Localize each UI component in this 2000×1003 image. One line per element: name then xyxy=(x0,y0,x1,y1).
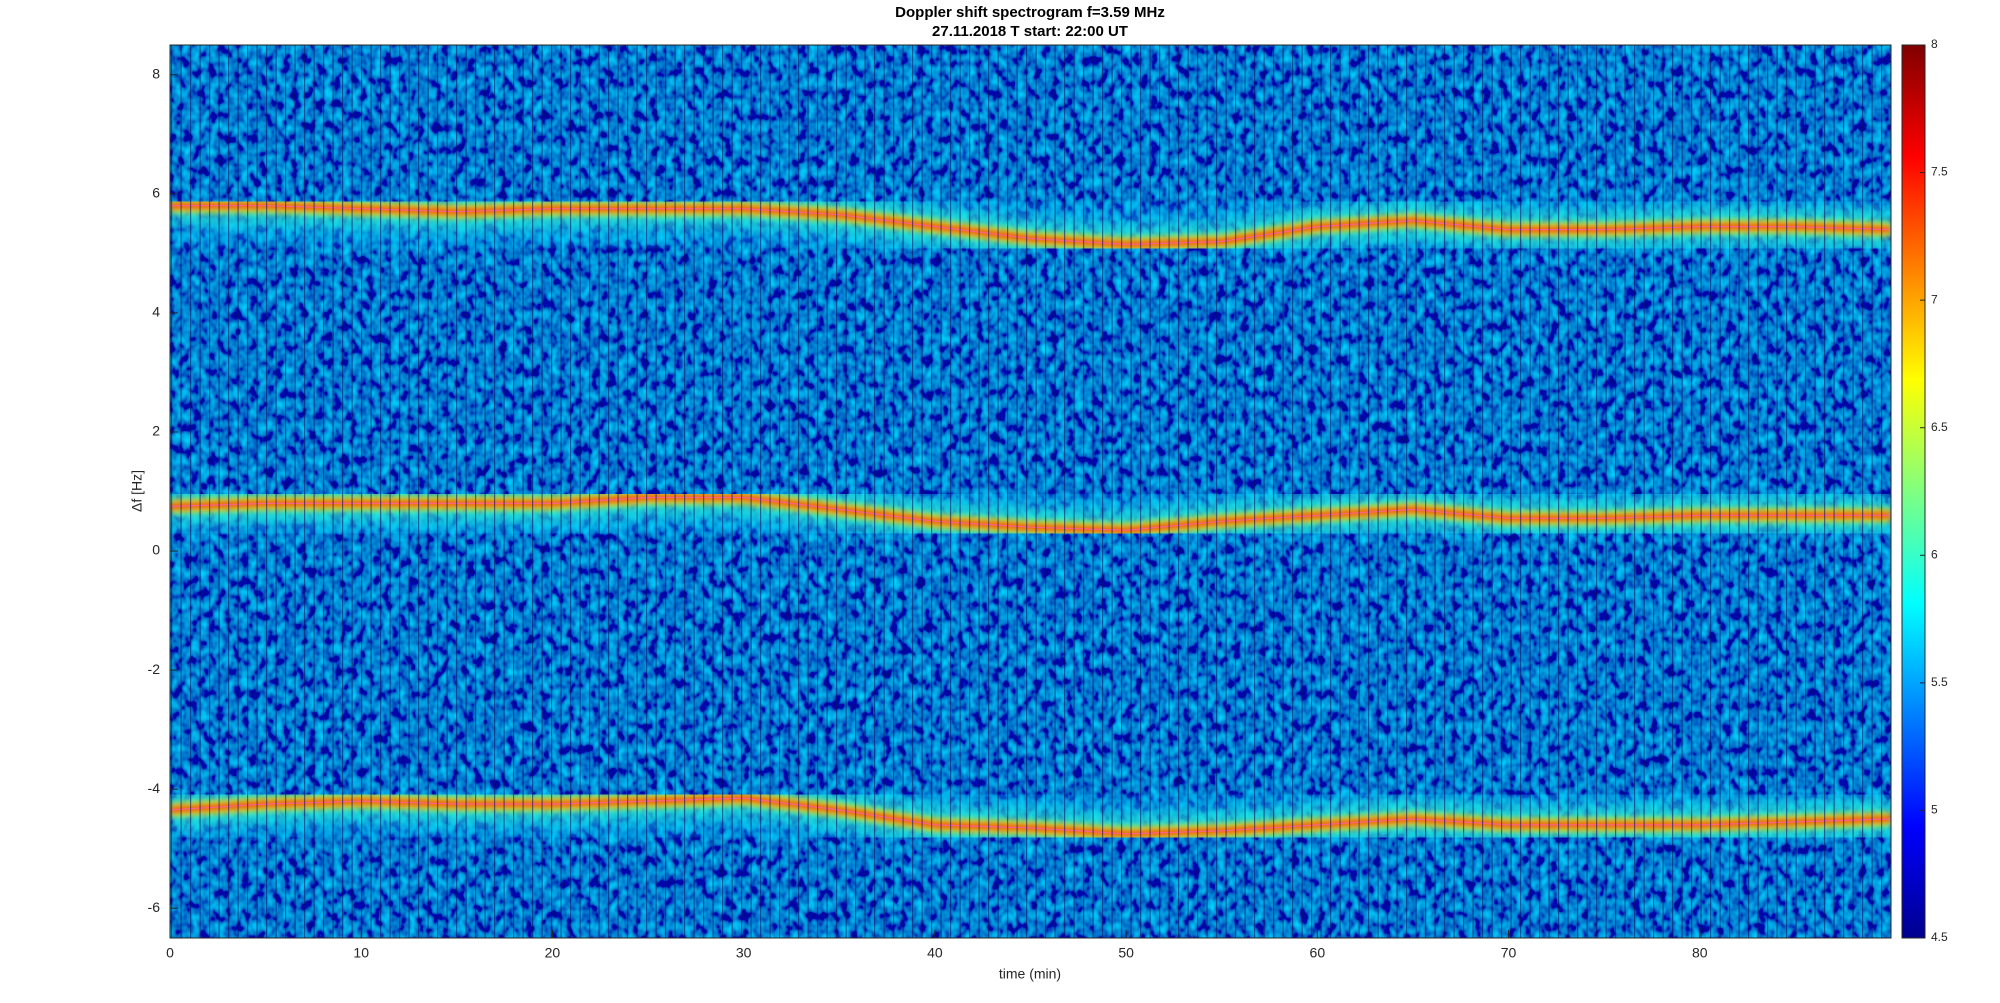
y-tick-label: -2 xyxy=(148,661,161,677)
colorbar-tick-label: 6.5 xyxy=(1931,420,1948,434)
y-tick-label: 2 xyxy=(152,423,160,439)
colorbar-tick-label: 7.5 xyxy=(1931,165,1948,179)
colorbar-tick-label: 5.5 xyxy=(1931,675,1948,689)
y-tick-label: 0 xyxy=(152,542,160,558)
colorbar-tick-label: 6 xyxy=(1931,547,1938,561)
chart-subtitle: 27.11.2018 T start: 22:00 UT xyxy=(932,23,1128,40)
x-tick-label: 0 xyxy=(166,945,174,961)
y-tick-label: 8 xyxy=(152,65,160,81)
x-tick-label: 10 xyxy=(353,945,369,961)
x-axis-label: time (min) xyxy=(999,966,1061,982)
y-tick-label: -4 xyxy=(148,780,161,796)
x-tick-label: 30 xyxy=(736,945,752,961)
plot-area xyxy=(170,45,1891,938)
colorbar-tick-label: 4.5 xyxy=(1931,930,1948,944)
x-tick-label: 80 xyxy=(1692,945,1708,961)
x-tick-label: 50 xyxy=(1118,945,1134,961)
y-tick-label: -6 xyxy=(148,899,161,915)
y-tick-label: 4 xyxy=(152,304,160,320)
chart-title: Doppler shift spectrogram f=3.59 MHz xyxy=(895,4,1165,21)
x-tick-label: 40 xyxy=(927,945,943,961)
y-axis-label: Δf [Hz] xyxy=(129,470,145,512)
x-tick-label: 70 xyxy=(1501,945,1517,961)
plot-frame xyxy=(169,44,1892,939)
colorbar-tick-label: 5 xyxy=(1931,803,1938,817)
colorbar-tick-label: 7 xyxy=(1931,292,1938,306)
colorbar xyxy=(1901,44,1926,939)
x-tick-label: 60 xyxy=(1310,945,1326,961)
x-tick-label: 20 xyxy=(545,945,561,961)
y-tick-label: 6 xyxy=(152,185,160,201)
colorbar-tick-label: 8 xyxy=(1931,37,1938,51)
stripes xyxy=(170,45,1891,938)
